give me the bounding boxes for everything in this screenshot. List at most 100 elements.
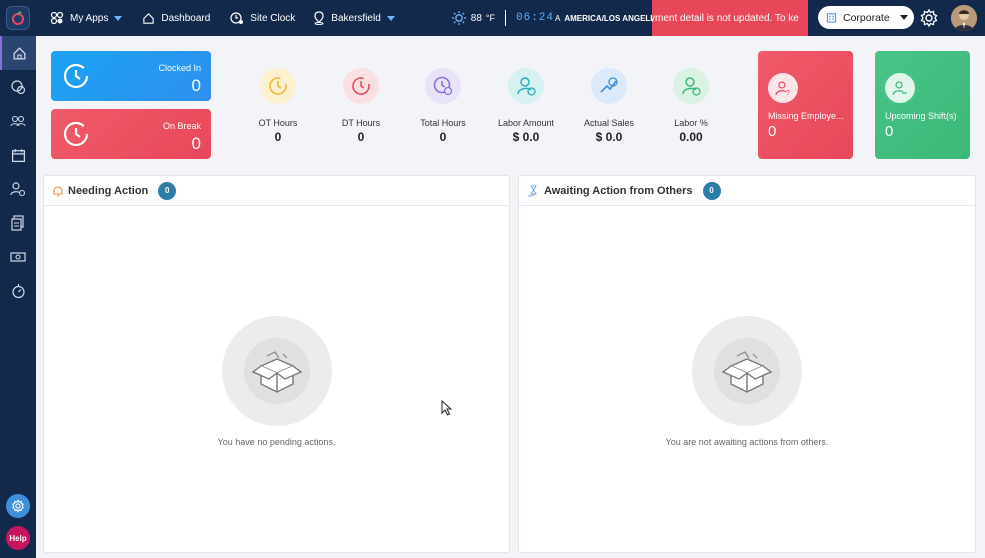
- empty-box-illustration: [692, 316, 802, 426]
- clocked-in-card[interactable]: Clocked In 0: [51, 51, 211, 101]
- metric-label: OT Hours: [258, 118, 298, 128]
- mouse-cursor-icon: [441, 399, 453, 421]
- sidebar-settings-button[interactable]: [6, 494, 30, 518]
- sidebar-item-user-settings[interactable]: [0, 172, 36, 206]
- upcoming-shifts-card[interactable]: Upcoming Shift(s) 0: [875, 51, 970, 159]
- my-apps-menu[interactable]: My Apps: [50, 0, 123, 36]
- apps-icon: [50, 11, 64, 25]
- building-icon: [826, 13, 837, 23]
- open-box-icon: [721, 351, 773, 393]
- app-logo[interactable]: [0, 0, 36, 36]
- temperature-unit: °F: [485, 13, 495, 23]
- temperature-value: 88: [470, 12, 482, 24]
- settings-button[interactable]: [919, 8, 939, 33]
- timezone-label: AMERICA/LOS ANGELES: [564, 13, 661, 23]
- sidebar-item-reports[interactable]: [0, 206, 36, 240]
- panel-title: Needing Action: [68, 184, 149, 197]
- ot-clock-icon: [260, 68, 296, 104]
- calendar-icon: [11, 148, 25, 162]
- my-apps-label: My Apps: [70, 12, 109, 24]
- metric-value: $ 0.0: [595, 130, 623, 144]
- org-selector[interactable]: Corporate: [818, 6, 914, 29]
- empty-state: You have no pending actions.: [44, 316, 509, 447]
- sidebar: Help: [0, 36, 36, 558]
- metric-actual-sales: Actual Sales $ 0.0: [569, 66, 649, 144]
- needing-action-panel: Needing Action 0 You have no pending act…: [43, 175, 510, 553]
- metric-total-hours: Total Hours 0: [403, 66, 483, 144]
- dashboard-link[interactable]: Dashboard: [142, 0, 210, 36]
- missing-user-icon: ?: [768, 73, 798, 103]
- upcoming-shifts-value: 0: [885, 123, 894, 140]
- metric-value: 0.00: [679, 130, 703, 144]
- sales-icon: [591, 68, 627, 104]
- sidebar-item-home[interactable]: [0, 36, 36, 70]
- location-label: Bakersfield: [331, 12, 381, 24]
- timer-icon: [11, 284, 25, 299]
- labor-percent-icon: [673, 68, 709, 104]
- metric-label: Labor %: [674, 118, 708, 128]
- open-box-icon: [251, 351, 302, 393]
- metric-dt-hours: DT Hours 0: [321, 66, 401, 144]
- logo-icon: [6, 6, 30, 30]
- clock-suffix: A: [555, 13, 561, 23]
- clocked-in-value: 0: [191, 76, 201, 95]
- clocked-in-label: Clocked In: [158, 63, 201, 73]
- weather-widget: 88 °F: [451, 10, 495, 26]
- chevron-down-icon: [899, 15, 908, 20]
- awaiting-action-panel: Awaiting Action from Others 0 You are no…: [518, 175, 976, 553]
- metric-label: DT Hours: [341, 118, 381, 128]
- help-button[interactable]: Help: [6, 526, 30, 550]
- clock-icon: [63, 63, 89, 89]
- location-pin-icon: [314, 11, 324, 25]
- alert-banner[interactable]: yment detail is not updated. To ke: [652, 0, 808, 36]
- sidebar-item-schedule[interactable]: [0, 138, 36, 172]
- home-icon: [13, 46, 25, 59]
- location-selector[interactable]: Bakersfield: [313, 0, 395, 36]
- user-photo-icon: [951, 5, 977, 31]
- home-icon: [143, 12, 155, 24]
- metric-value: 0: [439, 130, 447, 144]
- metric-value: $ 0.0: [512, 130, 540, 144]
- clock-icon: [63, 121, 89, 147]
- on-break-label: On Break: [162, 121, 201, 131]
- cash-icon: [10, 252, 26, 262]
- upcoming-user-icon: [885, 73, 915, 103]
- site-clock-icon: [230, 12, 244, 24]
- user-gear-icon: [10, 182, 26, 197]
- org-selector-label: Corporate: [843, 11, 890, 24]
- sidebar-item-cash[interactable]: [0, 240, 36, 274]
- count-badge: 0: [702, 181, 721, 200]
- empty-message: You are not awaiting actions from others…: [665, 437, 829, 447]
- metric-label: Labor Amount: [497, 118, 555, 128]
- site-clock-link[interactable]: Site Clock: [230, 0, 295, 36]
- divider: [505, 10, 506, 26]
- dt-clock-icon: [343, 68, 379, 104]
- panel-title: Awaiting Action from Others: [544, 184, 693, 197]
- chevron-down-icon: [386, 15, 395, 21]
- missing-employees-card[interactable]: ? Missing Employe... 0: [758, 51, 853, 159]
- metric-labor-amount: Labor Amount $ 0.0: [486, 66, 566, 144]
- dashboard-label: Dashboard: [161, 12, 211, 24]
- hourglass-hand-icon: [528, 185, 537, 196]
- empty-message: You have no pending actions.: [217, 437, 336, 447]
- metric-labor-percent: Labor % 0.00: [651, 66, 731, 144]
- metric-value: 0: [274, 130, 282, 144]
- user-avatar[interactable]: [951, 5, 977, 31]
- clock-time: 06:24: [516, 12, 555, 24]
- gear-icon: [11, 499, 25, 513]
- on-break-card[interactable]: On Break 0: [51, 109, 211, 159]
- empty-state: You are not awaiting actions from others…: [519, 316, 975, 447]
- chevron-down-icon: [114, 15, 123, 21]
- empty-box-illustration: [221, 316, 332, 426]
- sidebar-item-people[interactable]: [0, 104, 36, 138]
- missing-employees-label: Missing Employe...: [768, 111, 844, 121]
- people-icon: [10, 115, 26, 127]
- sidebar-item-payroll[interactable]: [0, 70, 36, 104]
- metric-label: Total Hours: [420, 118, 466, 128]
- upcoming-shifts-label: Upcoming Shift(s): [885, 111, 957, 121]
- sidebar-item-timer[interactable]: [0, 274, 36, 308]
- bell-icon: [53, 185, 63, 196]
- metric-label: Actual Sales: [583, 118, 635, 128]
- metric-value: 0: [357, 130, 365, 144]
- sun-icon: [451, 11, 466, 25]
